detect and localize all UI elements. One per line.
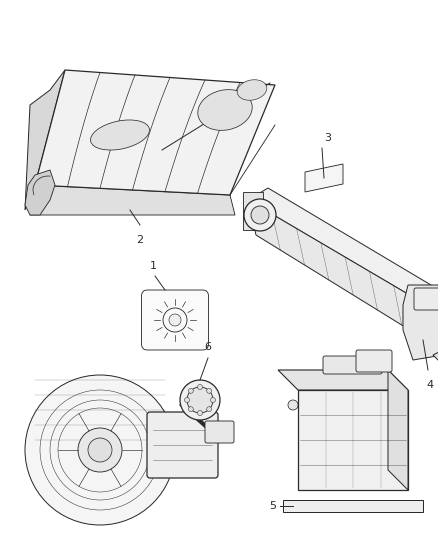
Circle shape bbox=[188, 407, 193, 411]
Text: 1: 1 bbox=[149, 261, 156, 271]
Text: 2: 2 bbox=[137, 235, 144, 245]
Polygon shape bbox=[248, 200, 426, 340]
Circle shape bbox=[187, 387, 213, 413]
Polygon shape bbox=[25, 70, 65, 210]
Circle shape bbox=[251, 206, 269, 224]
Ellipse shape bbox=[91, 120, 149, 150]
Text: 6: 6 bbox=[205, 342, 212, 352]
Circle shape bbox=[198, 384, 202, 390]
Circle shape bbox=[78, 428, 122, 472]
FancyBboxPatch shape bbox=[414, 288, 438, 310]
Circle shape bbox=[88, 438, 112, 462]
Polygon shape bbox=[388, 370, 408, 490]
Polygon shape bbox=[248, 188, 436, 300]
Polygon shape bbox=[433, 350, 438, 390]
FancyBboxPatch shape bbox=[356, 350, 392, 372]
Polygon shape bbox=[25, 170, 55, 215]
FancyBboxPatch shape bbox=[141, 290, 208, 350]
Polygon shape bbox=[298, 390, 408, 490]
FancyBboxPatch shape bbox=[147, 412, 218, 478]
Polygon shape bbox=[283, 500, 423, 512]
Circle shape bbox=[25, 375, 175, 525]
Text: 4: 4 bbox=[427, 380, 434, 390]
Circle shape bbox=[244, 199, 276, 231]
Polygon shape bbox=[243, 192, 263, 230]
Circle shape bbox=[198, 410, 202, 416]
Circle shape bbox=[207, 389, 212, 393]
Circle shape bbox=[169, 314, 181, 326]
Circle shape bbox=[288, 400, 298, 410]
Circle shape bbox=[211, 398, 215, 402]
Polygon shape bbox=[278, 370, 408, 390]
Polygon shape bbox=[403, 285, 438, 360]
Polygon shape bbox=[305, 164, 343, 192]
FancyBboxPatch shape bbox=[205, 421, 234, 443]
Circle shape bbox=[188, 389, 193, 393]
Polygon shape bbox=[35, 70, 275, 195]
FancyBboxPatch shape bbox=[323, 356, 382, 374]
Ellipse shape bbox=[237, 80, 267, 100]
Circle shape bbox=[180, 380, 220, 420]
Circle shape bbox=[184, 398, 190, 402]
Text: 3: 3 bbox=[325, 133, 332, 143]
Text: 5: 5 bbox=[269, 501, 276, 511]
Polygon shape bbox=[30, 185, 235, 215]
Ellipse shape bbox=[198, 90, 252, 131]
Circle shape bbox=[207, 407, 212, 411]
